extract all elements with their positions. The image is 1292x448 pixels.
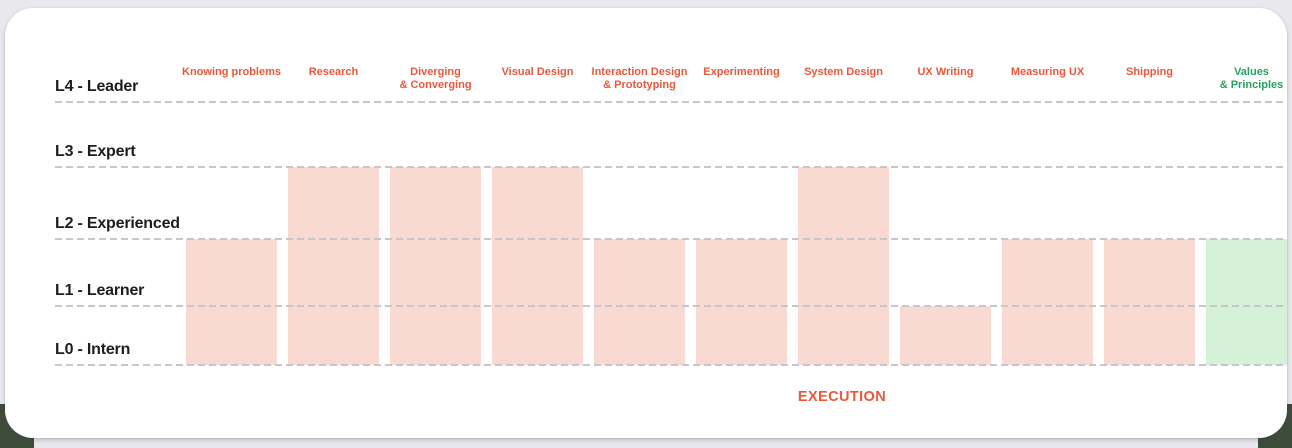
column-header-diverging-converging: Diverging & Converging xyxy=(399,66,471,92)
column-header-line: Values xyxy=(1234,66,1269,78)
column-header-knowing-problems: Knowing problems xyxy=(182,66,281,79)
skill-bar-diverging-converging xyxy=(390,167,481,365)
skill-bar-ux-writing xyxy=(900,306,991,365)
column-header-values-principles: Values & Principles xyxy=(1220,66,1284,92)
level-label-l0: L0 - Intern xyxy=(55,341,131,358)
column-header-line: Research xyxy=(308,66,359,78)
level-label-l3: L3 - Expert xyxy=(55,143,136,160)
level-line-l1 xyxy=(55,305,1287,307)
column-header-visual-design: Visual Design xyxy=(502,66,574,79)
level-label-l4: L4 - Leader xyxy=(55,78,139,95)
column-header-shipping: Shipping xyxy=(1126,66,1173,79)
column-header-ux-writing: UX Writing xyxy=(917,66,973,79)
column-header-line: Knowing problems xyxy=(182,66,281,78)
level-line-l3 xyxy=(55,166,1287,168)
skill-bar-shipping xyxy=(1104,239,1195,365)
skill-bar-research xyxy=(288,167,379,365)
column-header-line: & Principles xyxy=(1219,79,1284,91)
column-header-line: & Prototyping xyxy=(603,79,676,91)
column-header-line: System Design xyxy=(804,66,883,78)
level-line-l0 xyxy=(55,364,1287,366)
execution-group-label: EXECUTION xyxy=(797,389,887,405)
level-label-l2: L2 - Experienced xyxy=(55,215,180,232)
column-header-system-design: System Design xyxy=(804,66,883,79)
level-line-l2 xyxy=(55,238,1287,240)
skill-bar-measuring-ux xyxy=(1002,239,1093,365)
skill-bar-interaction-design-prototyping xyxy=(594,239,685,365)
column-header-line: & Converging xyxy=(399,79,472,91)
column-header-line: Experimenting xyxy=(703,66,780,78)
skill-bar-values-principles xyxy=(1206,239,1287,365)
skill-bar-experimenting xyxy=(696,239,787,365)
column-header-line: Shipping xyxy=(1125,66,1174,78)
column-header-line: Visual Design xyxy=(501,66,574,78)
column-header-line: UX Writing xyxy=(917,66,974,78)
skill-bar-knowing-problems xyxy=(186,239,277,365)
column-header-experimenting: Experimenting xyxy=(703,66,779,79)
skill-bar-system-design xyxy=(798,167,889,365)
column-header-line: Diverging xyxy=(410,66,461,78)
column-header-measuring-ux: Measuring UX xyxy=(1011,66,1084,79)
skill-bar-visual-design xyxy=(492,167,583,365)
level-label-l1: L1 - Learner xyxy=(55,282,145,299)
level-line-l4 xyxy=(55,101,1287,103)
column-header-line: Interaction Design xyxy=(591,66,688,78)
competency-chart-card xyxy=(5,8,1287,438)
column-header-research: Research xyxy=(309,66,359,79)
column-header-interaction-design-prototyping: Interaction Design & Prototyping xyxy=(592,66,688,92)
column-header-line: Measuring UX xyxy=(1010,66,1085,78)
